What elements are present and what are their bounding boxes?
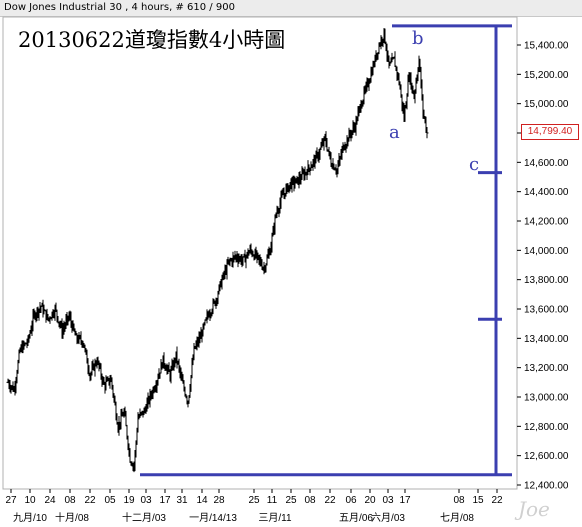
y-tick-label: 12,800.00	[524, 422, 569, 433]
watermark-joe: Joe	[518, 497, 550, 521]
elliott-wave-annotation	[140, 24, 512, 477]
price-axis: 12,400.00 12,600.00 12,800.00 13,000.00 13,2…	[517, 41, 569, 492]
y-tick-label: 13,000.00	[524, 393, 569, 404]
y-tick-label: 13,200.00	[524, 363, 569, 374]
x-tick-label: 25	[248, 495, 260, 506]
x-tick-label: 25	[285, 495, 297, 506]
x-tick-label: 20	[364, 495, 376, 506]
x-tick-label: 17	[159, 495, 171, 506]
wave-label-c: c	[469, 154, 480, 176]
plot-frame	[2, 16, 518, 490]
x-tick-label: 17	[399, 495, 411, 506]
y-tick-label: 15,200.00	[524, 70, 569, 81]
x-tick-label: 10	[24, 495, 36, 506]
x-tick-label: 03	[382, 495, 394, 506]
x-month-label: 九月/10	[13, 512, 47, 524]
y-tick-label: 13,600.00	[524, 305, 569, 316]
x-tick-label: 24	[44, 495, 56, 506]
ohlc-bar	[393, 51, 397, 68]
x-tick-label: 22	[84, 495, 96, 506]
chart-title: 20130622道瓊指數4小時圖	[18, 28, 286, 52]
y-tick-label: 14,200.00	[524, 217, 569, 228]
x-tick-label: 22	[324, 495, 336, 506]
y-tick-label: 14,000.00	[524, 246, 569, 257]
x-tick-label: 14	[196, 495, 208, 506]
x-month-label: 十二月/03	[122, 511, 166, 524]
x-tick-label: 27	[5, 495, 17, 506]
x-month-label: 十月/08	[55, 511, 89, 524]
x-tick-label: 15	[472, 495, 484, 506]
x-tick-label: 11	[267, 495, 278, 506]
x-tick-label: 31	[176, 495, 188, 506]
wave-label-a: a	[389, 121, 400, 143]
y-tick-label: 15,000.00	[524, 99, 569, 110]
x-tick-label: 28	[213, 495, 225, 506]
x-tick-label: 08	[64, 495, 76, 506]
x-tick-label: 03	[140, 495, 152, 506]
y-tick-label: 14,400.00	[524, 187, 569, 198]
x-tick-label: 22	[491, 495, 503, 506]
x-month-label: 三月/11	[258, 512, 292, 524]
ohlc-bars	[6, 28, 429, 473]
x-tick-label: 08	[453, 495, 465, 506]
y-tick-label: 12,600.00	[524, 451, 569, 462]
y-tick-label: 14,600.00	[524, 158, 569, 169]
y-tick-label: 15,400.00	[524, 41, 569, 52]
ohlc-bar	[425, 126, 429, 139]
y-tick-label: 12,400.00	[524, 481, 569, 492]
chart-window-title: Dow Jones Industrial 30 , 4 hours, # 610…	[4, 2, 235, 13]
y-tick-label: 13,400.00	[524, 334, 569, 345]
last-price-badge: 14,799.40	[521, 124, 579, 140]
x-month-label: 六月/03	[371, 512, 405, 524]
x-tick-label: 05	[104, 495, 116, 506]
y-tick-label: 13,800.00	[524, 275, 569, 286]
x-tick-label: 19	[123, 495, 135, 506]
x-month-label: 五月/06	[339, 512, 373, 524]
x-tick-label: 06	[345, 495, 357, 506]
x-month-label: 七月/08	[440, 512, 474, 524]
wave-label-b: b	[412, 28, 424, 50]
x-month-label: 一月/14/13	[189, 512, 237, 524]
x-tick-label: 08	[304, 495, 316, 506]
time-axis: 27 10 24 08 22 05 19 03 17 31 14 28 25 11 25 08 22 06 20 03…	[5, 489, 503, 524]
